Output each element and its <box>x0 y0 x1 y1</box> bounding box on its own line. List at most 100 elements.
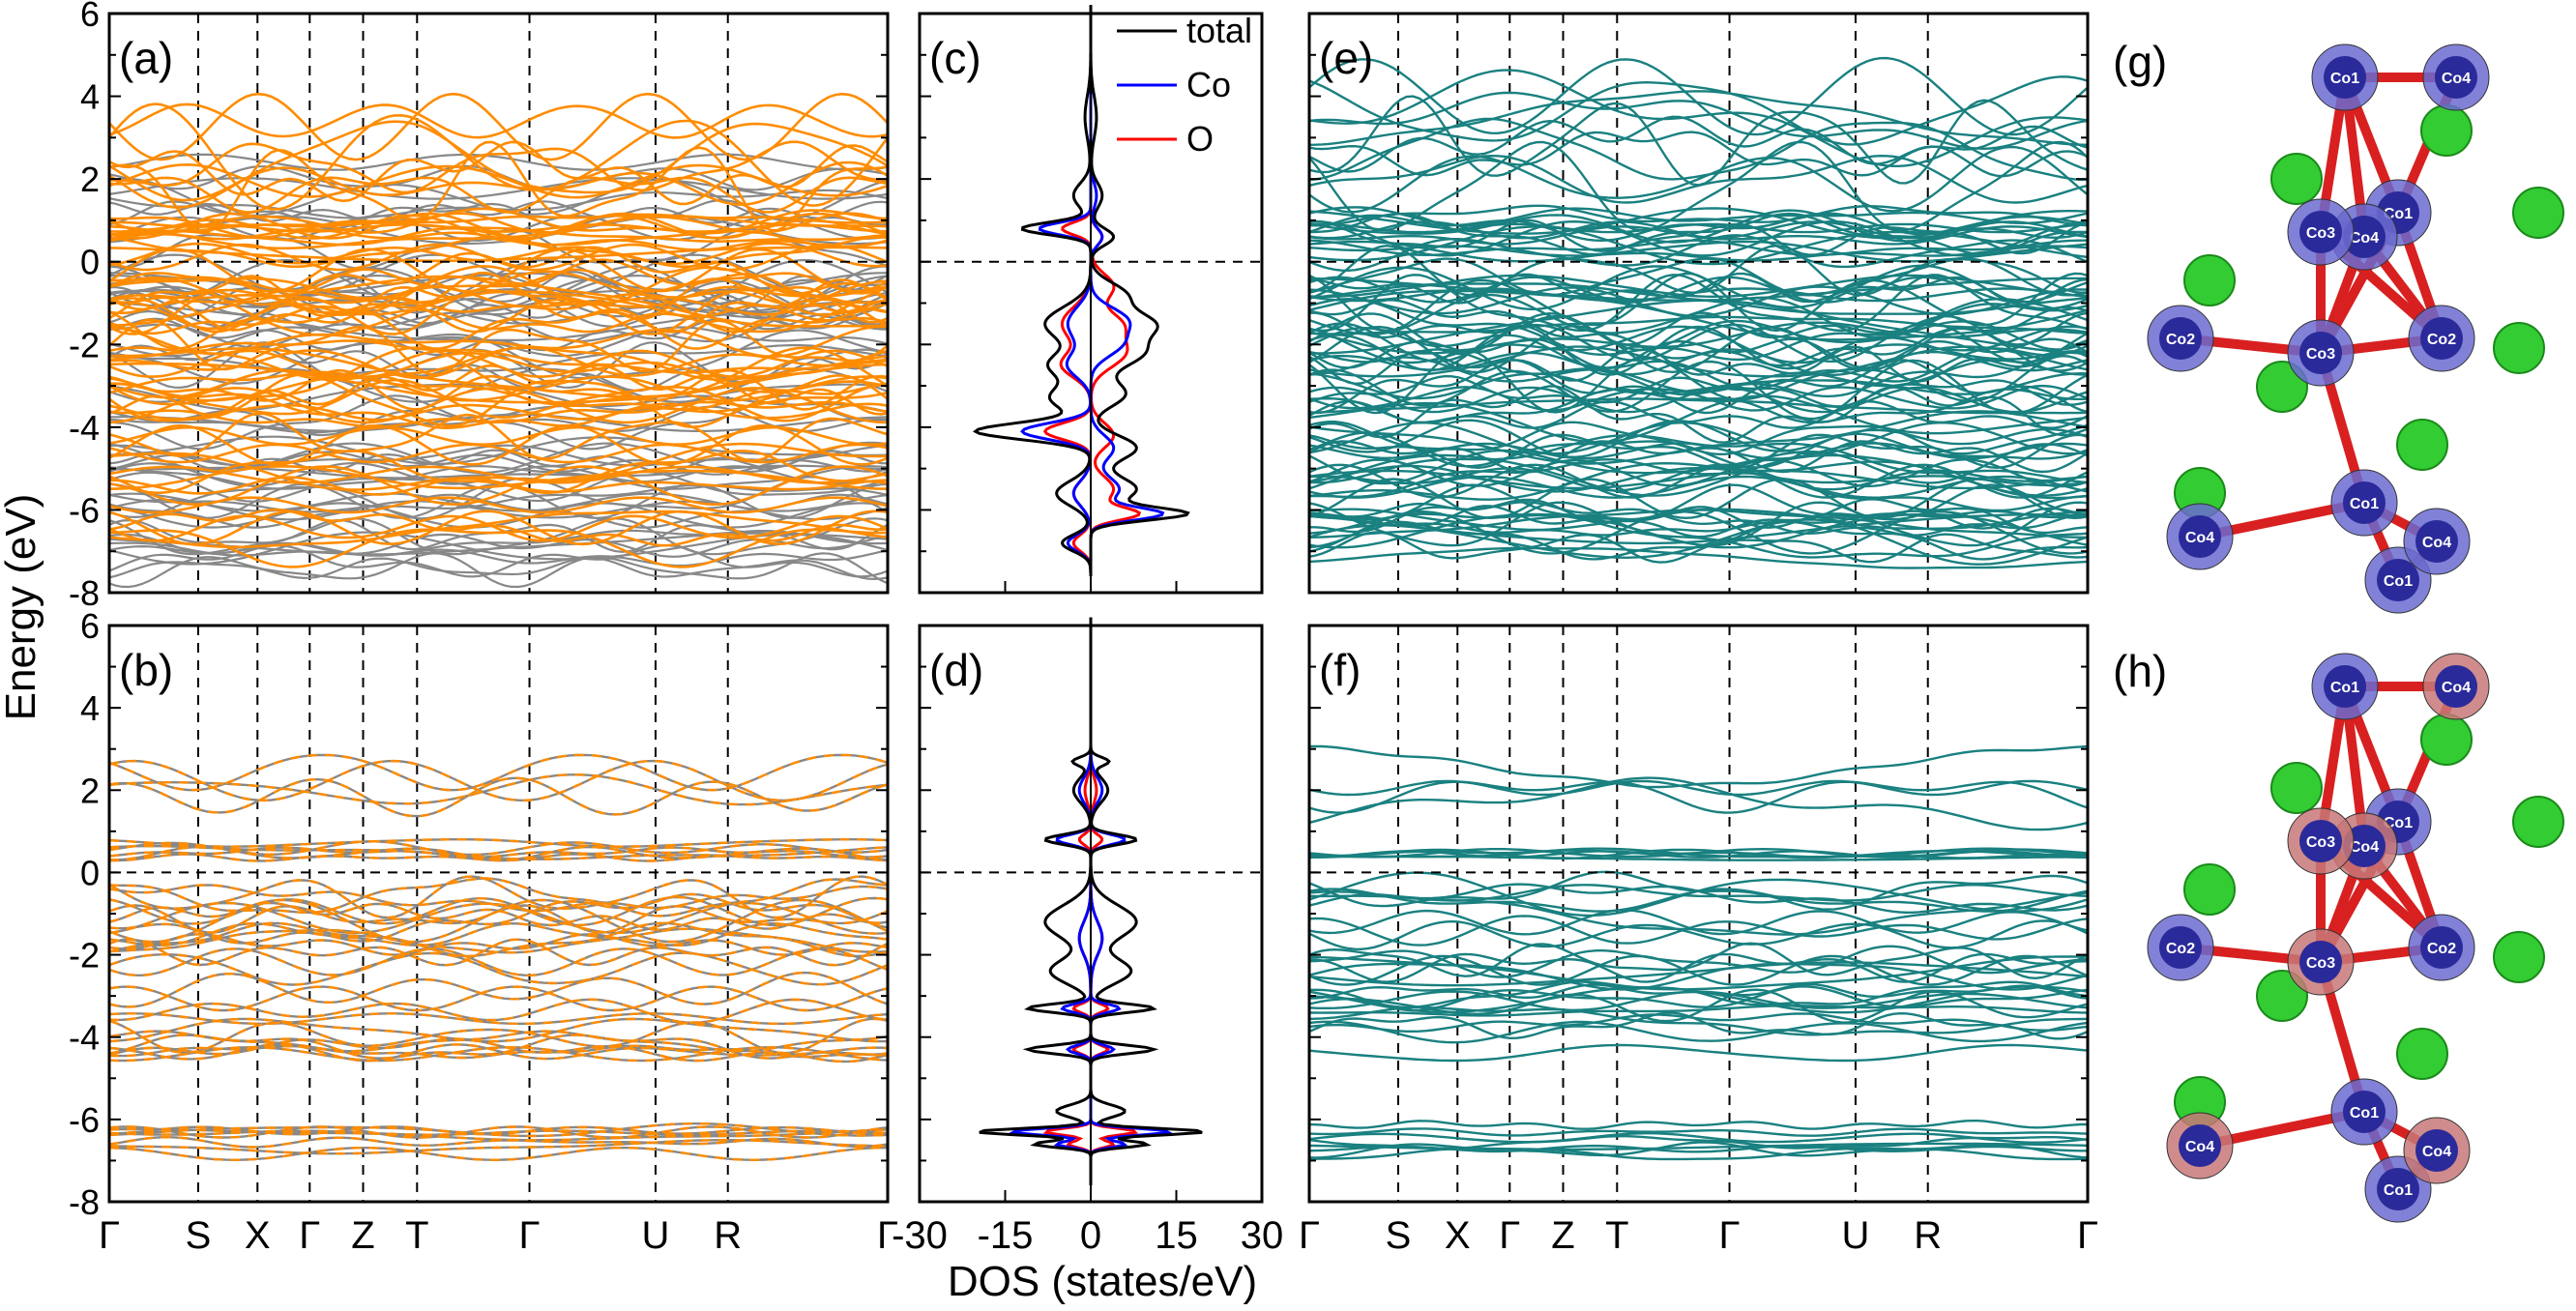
band-line <box>1308 324 2089 376</box>
band-line <box>108 278 889 334</box>
band-line <box>108 951 889 986</box>
legend-label: total <box>1186 11 1252 50</box>
band-line <box>108 343 889 376</box>
co-atom-core <box>2343 216 2386 258</box>
co-atom-label: Co2 <box>2166 332 2195 348</box>
band-line <box>109 853 889 862</box>
band-line <box>108 265 889 316</box>
band-line <box>108 552 889 589</box>
panel-label: (g) <box>2113 37 2167 87</box>
band-line <box>108 773 889 806</box>
legend-label: Co <box>1186 65 1231 104</box>
band-line <box>108 268 889 295</box>
band-line <box>1308 115 2089 178</box>
band-line <box>1308 299 2089 367</box>
co-atom-label: Co3 <box>2306 225 2335 242</box>
green-atom <box>2183 863 2236 916</box>
co-atom-core <box>2299 820 2342 862</box>
band-line <box>108 1017 889 1043</box>
band-line <box>108 318 889 376</box>
co-atom-core <box>2299 332 2342 374</box>
co-atom-label: Co3 <box>2306 834 2335 851</box>
co-atom-label: Co3 <box>2306 955 2335 972</box>
band-line <box>1308 397 2089 415</box>
co-atom-label: Co4 <box>2350 230 2379 247</box>
band-line <box>1308 125 2089 177</box>
k-point-label: U <box>642 1214 670 1257</box>
band-line <box>108 265 889 306</box>
green-atom <box>2256 970 2308 1022</box>
band-line <box>1308 463 2089 492</box>
band-line <box>1308 884 2089 902</box>
band-line <box>108 947 889 977</box>
k-point-label: X <box>245 1214 271 1257</box>
panel-c: (c) total Co O <box>918 5 1264 595</box>
green-atom <box>2270 762 2323 814</box>
dos-curve <box>1089 617 1174 1185</box>
band-line <box>108 227 889 251</box>
band-line <box>1308 915 2089 947</box>
band-line <box>108 895 889 927</box>
k-point-label: Γ <box>2077 1214 2098 1257</box>
band-line <box>1308 440 2089 474</box>
band-line <box>1308 359 2089 421</box>
band-line <box>108 927 889 954</box>
band-line <box>108 938 889 967</box>
band-line <box>108 776 889 818</box>
y-tick-label: -2 <box>69 325 100 364</box>
band-line <box>107 102 890 211</box>
band-line <box>108 877 889 918</box>
band-line <box>1308 272 2089 333</box>
band-line <box>1308 1120 2088 1130</box>
band-line <box>108 465 889 507</box>
green-atom <box>2512 796 2564 848</box>
dos-curve <box>979 617 1093 1185</box>
band-line <box>108 510 889 549</box>
co-atom-core <box>2420 926 2463 969</box>
co-atom-core <box>2299 211 2342 253</box>
co-atom-label: Co1 <box>2384 1182 2413 1199</box>
band-line <box>1308 1043 2089 1063</box>
y-tick-label: 6 <box>80 606 100 646</box>
band-line <box>108 312 889 356</box>
dos-curve <box>972 5 1093 576</box>
band-line <box>1309 1147 2089 1161</box>
green-atom <box>2420 104 2473 157</box>
band-line <box>1308 510 2089 537</box>
band-line <box>1308 388 2089 424</box>
band-line <box>108 1030 889 1053</box>
band-line <box>1308 287 2089 303</box>
panel-label: (d) <box>929 645 983 695</box>
panel-label: (f) <box>1319 645 1361 695</box>
y-tick-label: -4 <box>69 408 100 448</box>
band-line <box>108 288 889 315</box>
band-line <box>1308 744 2089 789</box>
dos-curve <box>1089 5 1142 576</box>
band-line <box>108 556 889 581</box>
co-atom-label: Co2 <box>2166 941 2195 957</box>
band-line <box>108 1147 888 1161</box>
band-line <box>108 212 889 240</box>
band-line <box>1308 321 2089 355</box>
panel-e: (e) <box>1307 12 2090 595</box>
band-line <box>108 346 889 382</box>
band-line <box>1308 871 2089 918</box>
band-line <box>108 921 889 947</box>
panel-a: -8 -6 -4 -2 0 2 4 6 (a) <box>69 0 890 613</box>
band-line <box>108 840 889 857</box>
band-line <box>1308 384 2089 412</box>
band-line <box>1308 285 2089 318</box>
co-atom-label: Co4 <box>2350 839 2379 856</box>
band-line <box>1308 359 2089 415</box>
band-line <box>1308 371 2089 400</box>
band-line <box>108 875 889 919</box>
band-line <box>1308 206 2089 227</box>
band-line <box>1308 374 2089 408</box>
band-line <box>108 370 889 414</box>
panel-d: -30 -15 0 15 30 (d) <box>892 617 1283 1257</box>
band-line <box>108 275 889 328</box>
band-line <box>1308 218 2089 256</box>
co-atom-core <box>2159 926 2202 969</box>
band-line <box>1308 505 2089 530</box>
green-atom <box>2270 153 2323 205</box>
